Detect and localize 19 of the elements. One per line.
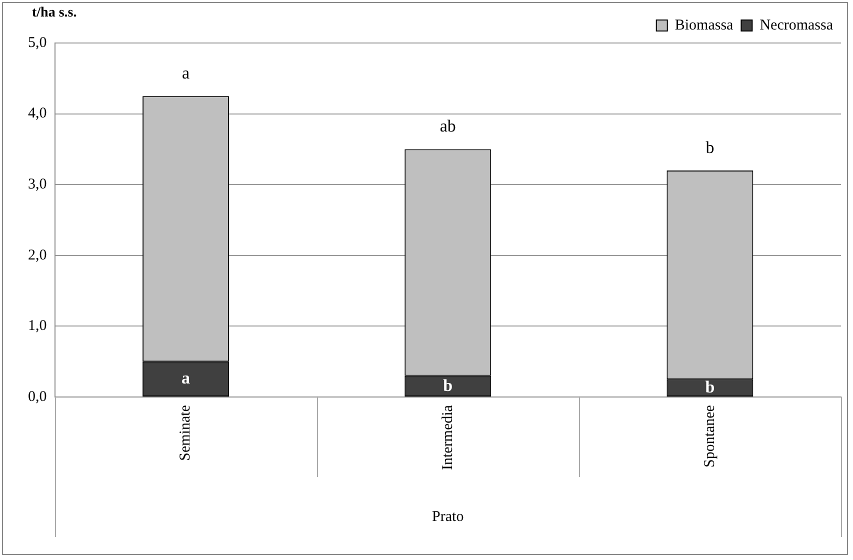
annotation: ab — [440, 116, 456, 136]
y-axis-title: t/ha s.s. — [32, 6, 77, 21]
x-axis-title: Prato — [432, 508, 464, 525]
legend-label: Biomassa — [674, 17, 734, 34]
annotation: b — [705, 378, 715, 397]
x-tick-label: Spontanee — [702, 404, 718, 468]
y-tick-label: 1,0 — [28, 318, 47, 334]
annotation: b — [443, 376, 453, 395]
y-tick-label: 4,0 — [28, 106, 47, 122]
y-tick-label: 5,0 — [28, 34, 47, 51]
legend-label: Necromassa — [760, 17, 834, 34]
annotation: a — [182, 64, 190, 83]
y-tick-label: 0,0 — [28, 388, 47, 405]
annotation: b — [706, 138, 714, 157]
x-tick-label: Seminate — [178, 404, 194, 461]
y-tick-label: 3,0 — [28, 176, 47, 193]
y-tick-label: 2,0 — [28, 247, 47, 264]
annotation: a — [182, 368, 191, 388]
x-tick-label: Intermedia — [440, 404, 456, 470]
